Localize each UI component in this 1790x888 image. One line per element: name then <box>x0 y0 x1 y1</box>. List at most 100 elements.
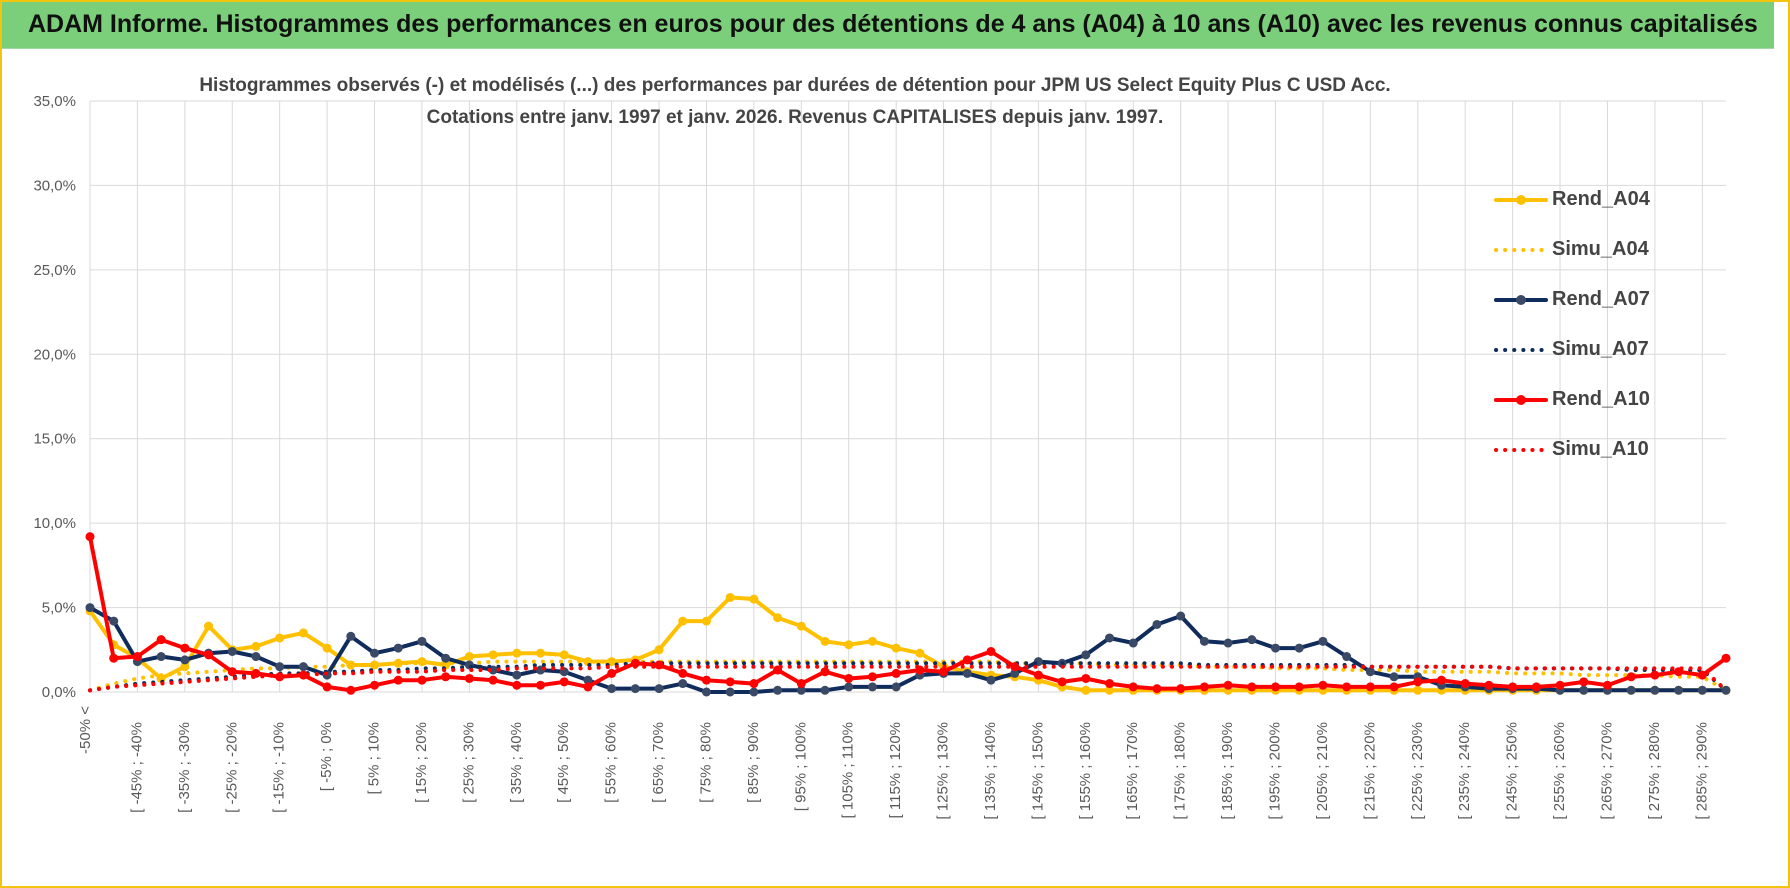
rend-a10-point <box>630 658 640 668</box>
rend-a07-point <box>725 687 735 697</box>
rend-a04-point <box>535 648 545 658</box>
legend-swatch <box>1494 248 1548 252</box>
x-tick-label: [ 35% ; 40% <box>508 722 525 803</box>
rend-a10-point <box>227 667 237 677</box>
x-tick-label: [ 235% ; 240% <box>1456 722 1473 820</box>
y-tick-label: 25,0% <box>33 262 76 279</box>
x-tick-label: [ 195% ; 200% <box>1267 722 1284 820</box>
rend-a04-point <box>773 613 783 623</box>
rend-a07-point <box>417 636 427 646</box>
rend-a04-point <box>1413 685 1423 695</box>
rend-a04-point <box>275 633 285 643</box>
legend-item-simu-a07: Simu_A07 <box>1490 330 1680 380</box>
legend-label: Simu_A10 <box>1552 438 1649 460</box>
rend-a10-point <box>1199 682 1209 692</box>
rend-a10-point <box>1508 682 1518 692</box>
rend-a10-point <box>1579 677 1589 687</box>
x-tick-label: [ 145% ; 150% <box>1029 722 1046 820</box>
rend-a04-point <box>654 645 664 655</box>
rend-a10-point <box>346 685 356 695</box>
rend-a10-line <box>88 536 1728 693</box>
legend-label: Rend_A04 <box>1552 188 1650 210</box>
rend-a10-point <box>1010 662 1020 672</box>
x-tick-label: [ 205% ; 210% <box>1314 722 1331 820</box>
rend-a04-point <box>701 616 711 626</box>
legend-label: Rend_A10 <box>1552 388 1650 410</box>
legend-marker <box>1516 195 1526 205</box>
rend-a10-point <box>1555 680 1565 690</box>
rend-a07-point <box>820 685 830 695</box>
y-tick-label: 10,0% <box>33 515 76 532</box>
rend-a07-point <box>607 684 617 694</box>
rend-a10-point <box>204 650 214 660</box>
page-title: ADAM Informe. Histogrammes des performan… <box>28 10 1758 38</box>
rend-a10-point <box>1531 682 1541 692</box>
x-tick-label: [ 75% ; 80% <box>697 722 714 803</box>
x-tick-label: [ 155% ; 160% <box>1077 722 1094 820</box>
x-tick-label: [ 255% ; 260% <box>1551 722 1568 820</box>
x-tick-label: [ 225% ; 230% <box>1409 722 1426 820</box>
rend-a07-point <box>1294 643 1304 653</box>
rend-a04-point <box>488 650 498 660</box>
rend-a04-point <box>867 636 877 646</box>
y-tick-label: 0,0% <box>42 684 76 701</box>
rend-a04-point <box>1105 685 1115 695</box>
rend-a04-point <box>891 643 901 653</box>
rend-a07-point <box>654 684 664 694</box>
rend-a07-point <box>962 668 972 678</box>
x-tick-label: [ -25% ; -20% <box>223 722 240 813</box>
rend-a07-point <box>1365 667 1375 677</box>
y-tick-label: 35,0% <box>33 93 76 110</box>
rend-a10-point <box>1365 682 1375 692</box>
rend-a07-point <box>1626 685 1636 695</box>
x-tick-label: [ 85% ; 90% <box>745 722 762 803</box>
rend-a07-point <box>986 675 996 685</box>
x-tick-label: [ 125% ; 130% <box>935 722 952 820</box>
rend-a10-point <box>1413 677 1423 687</box>
rend-a10-point <box>85 532 95 542</box>
rend-a07-point <box>370 648 380 658</box>
rend-a10-point <box>867 672 877 682</box>
legend-item-simu-a10: Simu_A10 <box>1490 430 1680 480</box>
x-tick-label: [ 5% ; 10% <box>366 722 383 795</box>
legend-swatch <box>1494 348 1548 352</box>
rend-a04-point <box>820 636 830 646</box>
rend-a07-point <box>1152 619 1162 629</box>
rend-a07-point <box>701 687 711 697</box>
rend-a04-point <box>180 662 190 672</box>
rend-a10-point <box>441 672 451 682</box>
rend-a04-point <box>1081 685 1091 695</box>
rend-a04-point <box>370 660 380 670</box>
rend-a10-point <box>1436 675 1446 685</box>
rend-a10-point <box>701 675 711 685</box>
rend-a10-point <box>464 673 474 683</box>
rend-a10-point <box>583 682 593 692</box>
x-tick-label: [ -45% ; -40% <box>128 722 145 813</box>
rend-a07-point <box>867 682 877 692</box>
rend-a10-point <box>1342 682 1352 692</box>
x-tick-label: [ 275% ; 280% <box>1646 722 1663 820</box>
rend-a10-point <box>1294 682 1304 692</box>
rend-a10-point <box>962 655 972 665</box>
rend-a10-point <box>559 677 569 687</box>
rend-a10-point <box>298 670 308 680</box>
rend-a07-point <box>156 652 166 662</box>
rend-a07-point <box>1105 633 1115 643</box>
x-tick-label: [ -15% ; -10% <box>271 722 288 813</box>
rend-a10-point <box>512 680 522 690</box>
legend-item-rend-a07: Rend_A07 <box>1490 280 1680 330</box>
rend-a04-point <box>678 616 688 626</box>
y-tick-label: 30,0% <box>33 177 76 194</box>
rend-a07-point <box>180 655 190 665</box>
rend-a10-point <box>1602 680 1612 690</box>
x-tick-label: [ 105% ; 110% <box>840 722 857 818</box>
x-tick-label: [ 215% ; 220% <box>1361 722 1378 820</box>
rend-a04-point <box>512 648 522 658</box>
x-tick-label: [ 135% ; 140% <box>982 722 999 820</box>
legend-label: Simu_A04 <box>1552 238 1649 260</box>
rend-a04-point <box>607 657 617 667</box>
rend-a04-point <box>559 650 569 660</box>
legend-swatch <box>1494 395 1548 405</box>
rend-a07-point <box>1650 685 1660 695</box>
